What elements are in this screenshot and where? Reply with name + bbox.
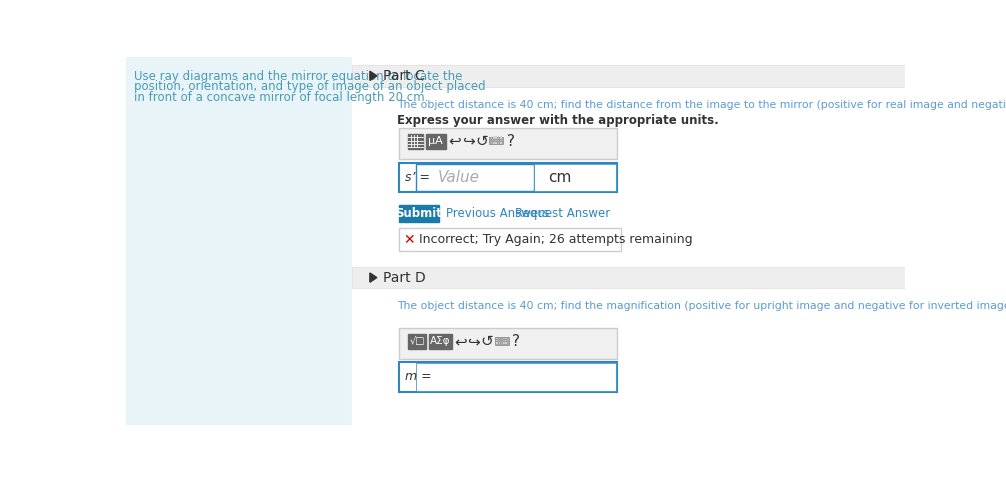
Bar xyxy=(407,133,424,149)
Bar xyxy=(415,363,616,391)
Bar xyxy=(503,342,505,344)
Bar xyxy=(501,337,502,339)
Text: Request Answer: Request Answer xyxy=(515,207,610,220)
Bar xyxy=(500,142,502,143)
Text: ↺: ↺ xyxy=(481,334,493,349)
Bar xyxy=(491,140,492,141)
Text: ↪: ↪ xyxy=(462,134,475,149)
Bar xyxy=(501,342,502,344)
Bar xyxy=(503,337,505,339)
Text: √□: √□ xyxy=(409,337,425,347)
Bar xyxy=(491,142,492,143)
Bar xyxy=(505,342,507,344)
Bar xyxy=(499,340,500,341)
Bar xyxy=(398,328,617,359)
Bar xyxy=(398,362,617,391)
Bar xyxy=(352,267,905,288)
Bar xyxy=(398,205,439,222)
Text: ✕: ✕ xyxy=(402,233,414,247)
Bar xyxy=(501,340,502,341)
Text: cm: cm xyxy=(548,170,571,185)
Bar xyxy=(495,142,497,143)
Bar xyxy=(505,337,507,339)
Polygon shape xyxy=(370,273,377,282)
Text: position, orientation, and type of image of an object placed: position, orientation, and type of image… xyxy=(134,80,485,94)
Bar xyxy=(498,142,499,143)
Text: Submit: Submit xyxy=(395,207,443,220)
Text: m =: m = xyxy=(404,370,432,383)
Bar xyxy=(415,163,534,191)
Text: ↩: ↩ xyxy=(454,334,467,349)
Bar xyxy=(398,128,617,159)
Bar xyxy=(352,65,905,87)
Bar xyxy=(398,163,617,192)
Text: ?: ? xyxy=(507,134,515,149)
Bar xyxy=(496,342,498,344)
Bar xyxy=(352,57,905,425)
Text: The object distance is 40 cm; find the magnification (positive for upright image: The object distance is 40 cm; find the m… xyxy=(397,301,1006,311)
Bar xyxy=(534,163,616,191)
Bar xyxy=(496,337,498,339)
Text: ?: ? xyxy=(512,334,520,349)
Bar xyxy=(500,140,502,141)
Bar xyxy=(495,140,497,141)
Bar xyxy=(495,138,497,139)
Bar xyxy=(499,342,500,344)
Bar xyxy=(426,133,446,149)
Text: Part D: Part D xyxy=(383,271,426,284)
Text: ↺: ↺ xyxy=(475,134,488,149)
Bar xyxy=(126,57,352,425)
Text: AΣφ: AΣφ xyxy=(431,337,451,347)
Text: Part C: Part C xyxy=(383,69,425,83)
Text: ↩: ↩ xyxy=(448,134,461,149)
Polygon shape xyxy=(370,71,377,80)
Bar xyxy=(496,340,498,341)
Text: The object distance is 40 cm; find the distance from the image to the mirror (po: The object distance is 40 cm; find the d… xyxy=(397,100,1006,110)
Text: Previous Answers: Previous Answers xyxy=(446,207,549,220)
Bar xyxy=(429,334,452,349)
Bar xyxy=(503,340,505,341)
Text: Incorrect; Try Again; 26 attempts remaining: Incorrect; Try Again; 26 attempts remain… xyxy=(418,233,692,246)
Bar xyxy=(498,140,499,141)
Bar xyxy=(499,337,500,339)
Text: Express your answer with the appropriate units.: Express your answer with the appropriate… xyxy=(397,114,718,127)
Text: s’ =: s’ = xyxy=(404,171,430,184)
Text: Value: Value xyxy=(438,170,480,185)
Bar xyxy=(491,138,492,139)
Bar xyxy=(489,137,503,144)
Bar xyxy=(407,334,427,349)
Bar xyxy=(493,138,495,139)
Text: µA: µA xyxy=(429,136,443,146)
Bar xyxy=(493,140,495,141)
Bar xyxy=(398,228,621,251)
Text: ↪: ↪ xyxy=(468,334,480,349)
Bar xyxy=(498,138,499,139)
Bar xyxy=(500,138,502,139)
Bar xyxy=(495,337,509,345)
Text: in front of a concave mirror of focal length 20 cm.: in front of a concave mirror of focal le… xyxy=(134,91,428,104)
Text: Use ray diagrams and the mirror equation to locate the: Use ray diagrams and the mirror equation… xyxy=(134,70,462,83)
Bar xyxy=(493,142,495,143)
Bar xyxy=(505,340,507,341)
